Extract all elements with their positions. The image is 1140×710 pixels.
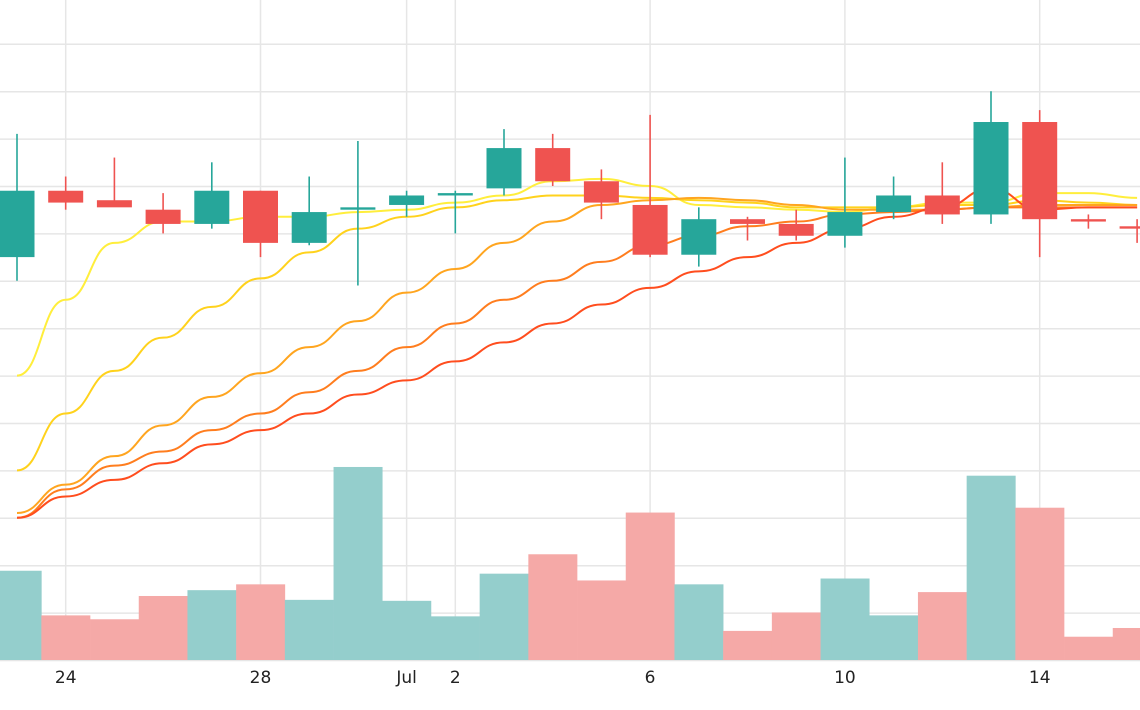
candle-body — [243, 190, 278, 243]
x-tick-label: 6 — [645, 668, 656, 688]
candle-body — [973, 122, 1009, 215]
volume-bar — [528, 554, 578, 660]
volume-bar — [187, 590, 237, 660]
candle-body — [827, 212, 863, 236]
moving-average-lines — [16, 177, 1138, 519]
candle-body — [876, 195, 912, 213]
moving-average-line — [16, 187, 1138, 519]
grid-lines — [0, 0, 1140, 662]
volume-bar — [90, 619, 140, 660]
candle — [389, 190, 425, 217]
candle — [876, 176, 912, 220]
candle — [973, 91, 1009, 224]
candle — [1022, 110, 1058, 258]
candle — [0, 133, 35, 281]
candle — [583, 169, 619, 220]
volume-bar — [674, 584, 724, 660]
candle-body — [194, 190, 230, 224]
volume-bar — [479, 573, 529, 660]
x-tick-label: 28 — [250, 668, 272, 688]
volume-bar — [917, 592, 967, 660]
candle-body — [145, 209, 181, 224]
volume-bar — [1015, 507, 1065, 660]
moving-average-line — [16, 194, 1138, 472]
candle-body — [0, 190, 35, 258]
volume-bar — [333, 466, 383, 660]
candle — [1070, 214, 1106, 229]
candle-body — [1119, 226, 1140, 229]
candle — [778, 209, 814, 241]
candle-body — [1070, 219, 1106, 222]
candle-body — [924, 195, 960, 215]
volume-bar — [577, 580, 627, 660]
volume-bar — [723, 630, 773, 660]
candle-body — [583, 181, 619, 203]
candle — [340, 140, 376, 286]
candle-body — [340, 207, 376, 210]
candle — [291, 176, 327, 246]
volume-bar — [236, 584, 286, 660]
candle-body — [535, 148, 571, 182]
volume-bar — [869, 615, 919, 660]
candle-body — [632, 204, 668, 255]
volume-bar — [284, 599, 334, 660]
candle — [632, 114, 668, 258]
x-tick-label: 14 — [1029, 668, 1051, 688]
candle — [48, 176, 84, 210]
candles — [0, 91, 1140, 286]
volume-bar — [1112, 627, 1140, 660]
x-axis-ticks: 24 28 Jul 2 6 10 14 — [55, 668, 1051, 688]
volume-bar — [625, 512, 675, 660]
volume-bars — [0, 466, 1140, 660]
candle-body — [389, 195, 425, 205]
candle — [194, 162, 230, 229]
candle-body — [96, 200, 132, 208]
candle-body — [730, 219, 765, 224]
candle-body — [48, 190, 84, 203]
volume-bar — [382, 600, 432, 660]
volume-bar — [820, 578, 870, 660]
moving-average-line — [16, 196, 1138, 515]
candle-body — [778, 223, 814, 236]
volume-bar — [966, 475, 1016, 660]
x-tick-label: 24 — [55, 668, 77, 688]
candle-body — [681, 219, 717, 255]
candle-body — [437, 193, 473, 196]
candle — [730, 216, 765, 241]
volume-bar — [771, 612, 821, 660]
candle-body — [291, 212, 327, 243]
volume-bar — [138, 595, 188, 660]
x-tick-label: 2 — [450, 668, 461, 688]
candle — [486, 129, 522, 196]
volume-bar — [430, 616, 480, 660]
x-tick-label: 10 — [834, 668, 856, 688]
volume-bar — [1064, 636, 1114, 660]
x-tick-label: Jul — [395, 668, 417, 688]
candle — [924, 162, 960, 224]
candle — [243, 190, 278, 258]
volume-bar — [41, 615, 91, 660]
candle — [827, 157, 863, 248]
candle — [145, 193, 181, 234]
candle — [1119, 219, 1140, 243]
candle — [437, 190, 473, 234]
volume-bar — [0, 570, 42, 660]
candle — [681, 207, 717, 267]
candle-body — [486, 148, 522, 189]
candle — [96, 157, 132, 208]
candle-body — [1022, 122, 1058, 220]
candle — [535, 133, 571, 186]
